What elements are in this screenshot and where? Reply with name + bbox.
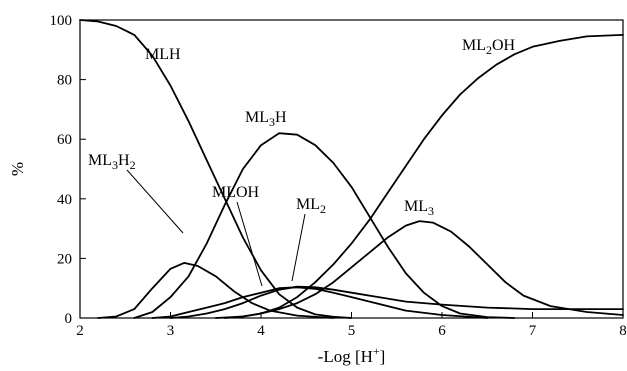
y-tick-label: 100	[50, 13, 73, 29]
series-layer	[79, 19, 624, 319]
x-tick-label: 8	[619, 323, 627, 339]
axis-titles: -Log [H+]%	[8, 162, 385, 366]
label-ml3: ML3	[404, 198, 434, 218]
series-line-mlh	[79, 19, 353, 319]
y-tick-label: 20	[57, 251, 72, 267]
x-tick-label: 5	[348, 323, 356, 339]
y-axis-title: %	[8, 162, 27, 176]
label-ml2: ML2	[296, 196, 326, 216]
plot-border	[79, 19, 624, 319]
x-tick-label: 3	[167, 323, 175, 339]
plot-frame	[79, 19, 624, 319]
x-tick-label: 4	[257, 323, 265, 339]
x-tick-label: 7	[529, 323, 537, 339]
leader-mloh	[236, 201, 263, 287]
series-line-ml3h	[133, 132, 516, 319]
label-mlh: MLH	[145, 46, 181, 63]
label-mloh: MLOH	[212, 184, 260, 201]
y-tick-label: 80	[57, 73, 72, 89]
y-tick-label: 60	[57, 132, 72, 148]
curve-labels: MLH ML3H ML2OH ML3H2 MLOH ML2 ML3	[88, 37, 516, 287]
label-ml3h2: ML3H2	[88, 152, 136, 172]
leader-ml3h2	[126, 169, 184, 234]
y-tick-label: 40	[57, 192, 72, 208]
label-ml3h: ML3H	[245, 109, 287, 129]
series-line-ml2	[169, 285, 624, 319]
y-tick-label: 0	[65, 311, 73, 327]
label-ml2oh: ML2OH	[462, 37, 516, 57]
leader-ml2	[291, 213, 306, 282]
series-line-ml2oh	[223, 34, 624, 319]
x-axis-title: -Log [H+]	[318, 344, 386, 366]
x-tick-label: 2	[76, 323, 84, 339]
series-line-ml3	[214, 220, 624, 319]
series-line-ml3h2	[97, 261, 335, 319]
x-tick-label: 6	[438, 323, 446, 339]
